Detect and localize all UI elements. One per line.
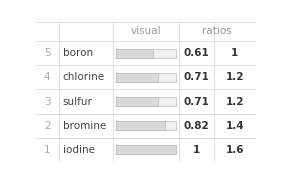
Text: 1.6: 1.6 bbox=[225, 145, 244, 155]
Text: 2: 2 bbox=[44, 121, 51, 131]
Text: 0.82: 0.82 bbox=[183, 121, 209, 131]
Bar bbox=[116, 121, 165, 130]
Text: 3: 3 bbox=[44, 96, 51, 106]
Text: 1.4: 1.4 bbox=[225, 121, 244, 131]
Text: sulfur: sulfur bbox=[63, 96, 93, 106]
Bar bbox=[116, 145, 176, 155]
Text: iodine: iodine bbox=[63, 145, 95, 155]
Bar bbox=[116, 73, 158, 82]
Bar bbox=[116, 49, 153, 58]
Text: 4: 4 bbox=[44, 72, 51, 82]
Text: 1: 1 bbox=[44, 145, 51, 155]
Text: boron: boron bbox=[63, 48, 93, 58]
Text: 0.71: 0.71 bbox=[183, 72, 209, 82]
Text: visual: visual bbox=[131, 26, 161, 36]
Text: 1: 1 bbox=[193, 145, 200, 155]
Text: 1.2: 1.2 bbox=[225, 72, 244, 82]
Bar bbox=[116, 49, 176, 58]
Text: 0.71: 0.71 bbox=[183, 96, 209, 106]
Bar bbox=[116, 121, 176, 130]
Text: 5: 5 bbox=[44, 48, 51, 58]
Text: 1: 1 bbox=[231, 48, 238, 58]
Bar bbox=[116, 97, 176, 106]
Text: 1.2: 1.2 bbox=[225, 96, 244, 106]
Text: 0.61: 0.61 bbox=[183, 48, 209, 58]
Bar bbox=[116, 97, 158, 106]
Bar bbox=[116, 145, 176, 155]
Bar bbox=[116, 73, 176, 82]
Text: ratios: ratios bbox=[202, 26, 232, 36]
Text: chlorine: chlorine bbox=[63, 72, 105, 82]
Text: bromine: bromine bbox=[63, 121, 106, 131]
